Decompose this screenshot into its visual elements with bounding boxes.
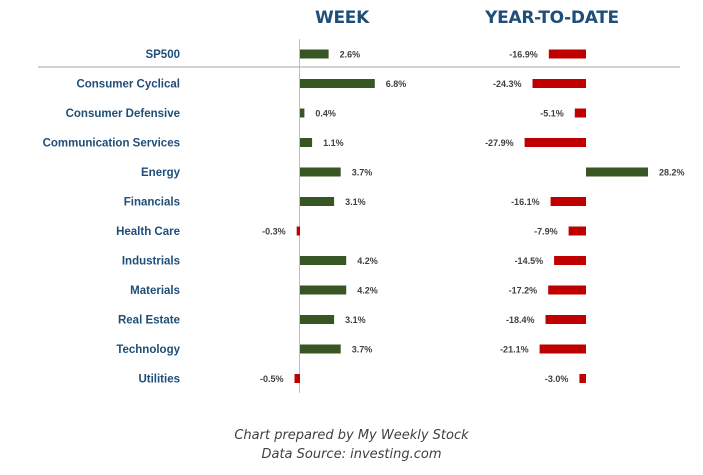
category-labels: SP500 Consumer Cyclical Consumer Defensive… bbox=[43, 49, 181, 386]
ytd-bar-industrials bbox=[554, 256, 586, 265]
week-value-label-communication-services: 1.1% bbox=[323, 138, 344, 148]
category-label-health-care: Health Care bbox=[116, 226, 180, 238]
category-label-communication-services: Communication Services bbox=[43, 138, 180, 150]
ytd-value-label-technology: -21.1% bbox=[500, 345, 529, 355]
week-value-label-sp500: 2.6% bbox=[340, 50, 361, 60]
ytd-value-label-consumer-defensive: -5.1% bbox=[540, 109, 564, 119]
week-value-label-consumer-cyclical: 6.8% bbox=[386, 79, 407, 89]
category-label-utilities: Utilities bbox=[138, 374, 180, 386]
week-bar-real-estate bbox=[300, 315, 335, 324]
week-value-label-consumer-defensive: 0.4% bbox=[315, 109, 336, 119]
category-label-real-estate: Real Estate bbox=[118, 315, 180, 327]
week-value-label-health-care: -0.3% bbox=[262, 227, 286, 237]
ytd-value-label-financials: -16.1% bbox=[511, 197, 540, 207]
category-label-energy: Energy bbox=[141, 167, 181, 179]
week-bar-utilities bbox=[294, 374, 300, 383]
ytd-bars: -16.9% -24.3% -5.1% -27.9% 28.2% -16.1% -7.9% -… bbox=[485, 49, 685, 384]
week-value-label-financials: 3.1% bbox=[345, 197, 366, 207]
week-bars: 2.6% 6.8% 0.4% 1.1% 3.7% 3.1% -0.3% 4.2% 4.2% 3.1… bbox=[260, 49, 407, 384]
week-value-label-materials: 4.2% bbox=[357, 286, 378, 296]
week-value-label-industrials: 4.2% bbox=[357, 256, 378, 266]
category-label-sp500: SP500 bbox=[145, 49, 180, 61]
ytd-bar-consumer-cyclical bbox=[532, 79, 586, 88]
category-label-technology: Technology bbox=[116, 344, 180, 356]
ytd-bar-utilities bbox=[579, 374, 586, 383]
ytd-value-label-communication-services: -27.9% bbox=[485, 138, 514, 148]
category-label-financials: Financials bbox=[124, 197, 180, 209]
ytd-bar-financials bbox=[550, 197, 586, 206]
ytd-bar-health-care bbox=[568, 226, 586, 236]
ytd-header: YEAR-TO-DATE bbox=[484, 8, 619, 28]
week-value-label-real-estate: 3.1% bbox=[345, 315, 366, 325]
week-bar-financials bbox=[300, 197, 335, 206]
ytd-bar-materials bbox=[548, 285, 586, 295]
week-bar-consumer-defensive bbox=[300, 108, 305, 118]
category-label-industrials: Industrials bbox=[122, 256, 180, 268]
week-bar-materials bbox=[300, 285, 347, 295]
ytd-value-label-utilities: -3.0% bbox=[545, 374, 569, 384]
footer-credit: Chart prepared by My Weekly Stock bbox=[234, 428, 469, 443]
ytd-value-label-health-care: -7.9% bbox=[534, 227, 558, 237]
ytd-bar-technology bbox=[539, 344, 586, 354]
week-bar-energy bbox=[300, 167, 341, 177]
week-bar-communication-services bbox=[300, 138, 313, 147]
week-value-label-energy: 3.7% bbox=[352, 168, 373, 178]
category-label-materials: Materials bbox=[130, 285, 180, 297]
week-value-label-technology: 3.7% bbox=[352, 345, 373, 355]
week-bar-sp500 bbox=[300, 49, 329, 59]
ytd-value-label-industrials: -14.5% bbox=[515, 256, 544, 266]
week-bar-technology bbox=[300, 344, 341, 354]
ytd-bar-sp500 bbox=[548, 49, 586, 59]
week-bar-industrials bbox=[300, 256, 347, 265]
ytd-bar-communication-services bbox=[524, 138, 586, 147]
ytd-value-label-energy: 28.2% bbox=[659, 168, 685, 178]
ytd-value-label-materials: -17.2% bbox=[509, 286, 538, 296]
category-label-consumer-defensive: Consumer Defensive bbox=[66, 108, 180, 120]
week-bar-consumer-cyclical bbox=[300, 79, 375, 88]
ytd-bar-consumer-defensive bbox=[574, 108, 586, 118]
category-label-consumer-cyclical: Consumer Cyclical bbox=[76, 79, 180, 91]
week-header: WEEK bbox=[315, 8, 370, 28]
week-bar-health-care bbox=[296, 226, 300, 236]
ytd-value-label-sp500: -16.9% bbox=[509, 50, 538, 60]
ytd-bar-real-estate bbox=[545, 315, 586, 324]
ytd-bar-energy bbox=[586, 167, 648, 177]
ytd-value-label-real-estate: -18.4% bbox=[506, 315, 535, 325]
ytd-value-label-consumer-cyclical: -24.3% bbox=[493, 79, 522, 89]
footer-source: Data Source: investing.com bbox=[261, 447, 442, 462]
week-value-label-utilities: -0.5% bbox=[260, 374, 284, 384]
